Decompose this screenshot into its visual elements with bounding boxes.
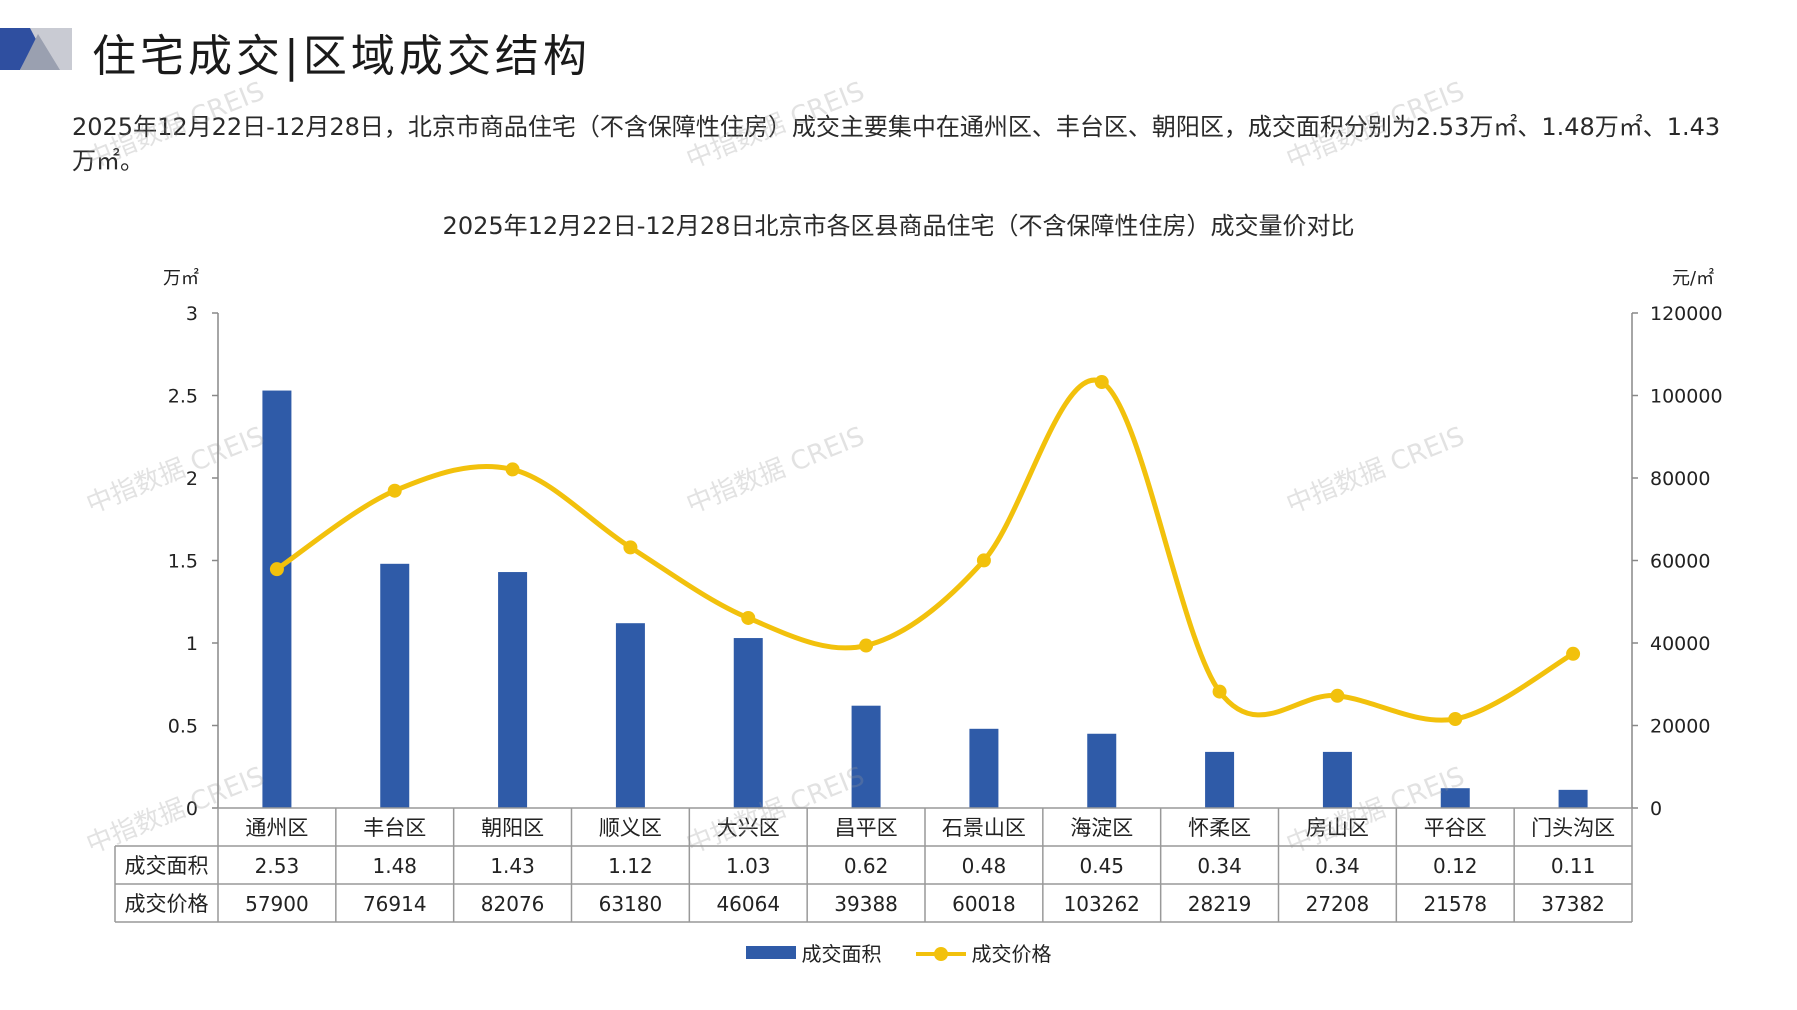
table-cell-value: 39388 (834, 892, 898, 916)
price-point (976, 553, 991, 568)
category-label: 门头沟区 (1531, 816, 1615, 840)
bar-area (1087, 733, 1117, 808)
category-label: 平谷区 (1424, 816, 1487, 840)
price-point (859, 638, 874, 653)
table-cell-value: 0.62 (844, 854, 889, 878)
legend-label-price: 成交价格 (971, 942, 1052, 966)
right-tick-label: 40000 (1650, 633, 1710, 655)
bar-area (262, 390, 292, 808)
bar-area (1558, 789, 1588, 808)
table-cell-value: 0.34 (1197, 854, 1242, 878)
price-point (1566, 646, 1581, 661)
left-tick-label: 2.5 (168, 386, 198, 408)
left-tick-label: 3 (186, 303, 198, 325)
bar-area (1440, 788, 1470, 808)
table-cell-value: 28219 (1188, 892, 1252, 916)
table-row-header: 成交面积 (125, 854, 209, 878)
price-point (1330, 688, 1345, 703)
category-label: 大兴区 (717, 816, 780, 840)
category-label: 顺义区 (599, 816, 662, 840)
category-label: 怀柔区 (1188, 816, 1251, 840)
legend-item-price: 成交价格 (915, 938, 1052, 967)
bar-area (851, 705, 881, 808)
price-point (741, 610, 756, 625)
left-tick-label: 1.5 (168, 551, 198, 573)
left-axis-unit: 万㎡ (163, 268, 199, 289)
table-cell-value: 1.48 (372, 854, 417, 878)
legend-label-area: 成交面积 (801, 942, 882, 966)
price-point (1212, 684, 1227, 699)
category-label: 石景山区 (942, 816, 1026, 840)
category-label: 通州区 (245, 816, 308, 840)
bar-area (969, 728, 999, 808)
table-cell-value: 0.34 (1315, 854, 1360, 878)
category-label: 朝阳区 (481, 816, 544, 840)
legend-bar-swatch (745, 946, 796, 959)
table-cell-value: 0.45 (1079, 854, 1124, 878)
table-cell-value: 21578 (1423, 892, 1487, 916)
bar-area (380, 563, 410, 808)
right-tick-label: 100000 (1650, 386, 1723, 408)
bar-area (498, 572, 528, 808)
table-cell-value: 57900 (245, 892, 309, 916)
legend-line-swatch (915, 941, 966, 965)
table-cell-value: 76914 (363, 892, 427, 916)
table-cell-value: 46064 (716, 892, 780, 916)
table-cell-value: 0.48 (962, 854, 1007, 878)
left-tick-label: 1 (186, 633, 198, 655)
table-cell-value: 1.43 (490, 854, 535, 878)
table-row-header: 成交价格 (125, 892, 209, 916)
category-label: 丰台区 (363, 816, 426, 840)
legend: 成交面积 成交价格 (0, 938, 1797, 967)
table-cell-value: 1.12 (608, 854, 653, 878)
category-label: 昌平区 (835, 816, 898, 840)
table-cell-value: 37382 (1541, 892, 1605, 916)
table-cell-value: 2.53 (255, 854, 300, 878)
right-tick-label: 0 (1650, 798, 1662, 820)
page-title: 住宅成交|区域成交结构 (92, 31, 591, 82)
price-point (505, 462, 520, 477)
price-line (274, 377, 1576, 723)
chart-title: 2025年12月22日-12月28日北京市各区县商品住宅（不含保障性住房）成交量… (442, 212, 1355, 240)
left-tick-label: 0.5 (168, 716, 198, 738)
bar-area (615, 623, 645, 808)
table-cell-value: 60018 (952, 892, 1016, 916)
price-point (387, 483, 402, 498)
bar-area (1205, 751, 1235, 808)
right-axis-unit: 元/㎡ (1672, 268, 1715, 289)
header-decoration-icon (0, 28, 72, 70)
legend-item-area: 成交面积 (745, 938, 882, 967)
category-label: 房山区 (1306, 816, 1369, 840)
price-point (1094, 375, 1109, 390)
table-cell-value: 103262 (1064, 892, 1140, 916)
right-tick-label: 120000 (1650, 303, 1723, 325)
table-cell-value: 82076 (481, 892, 545, 916)
table-cell-value: 27208 (1306, 892, 1370, 916)
category-label: 海淀区 (1070, 816, 1133, 840)
left-tick-label: 0 (186, 798, 198, 820)
price-point (269, 562, 284, 577)
right-tick-label: 20000 (1650, 716, 1710, 738)
left-tick-label: 2 (186, 468, 198, 490)
summary-text: 2025年12月22日-12月28日，北京市商品住宅（不含保障性住房）成交主要集… (72, 113, 1721, 175)
price-point (1448, 711, 1463, 726)
price-point (623, 540, 638, 555)
table-cell-value: 63180 (599, 892, 663, 916)
bar-area (1322, 751, 1352, 808)
right-tick-label: 60000 (1650, 551, 1710, 573)
table-cell-value: 0.11 (1551, 854, 1596, 878)
table-cell-value: 1.03 (726, 854, 771, 878)
table-cell-value: 0.12 (1433, 854, 1478, 878)
right-tick-label: 80000 (1650, 468, 1710, 490)
bar-area (733, 638, 763, 808)
